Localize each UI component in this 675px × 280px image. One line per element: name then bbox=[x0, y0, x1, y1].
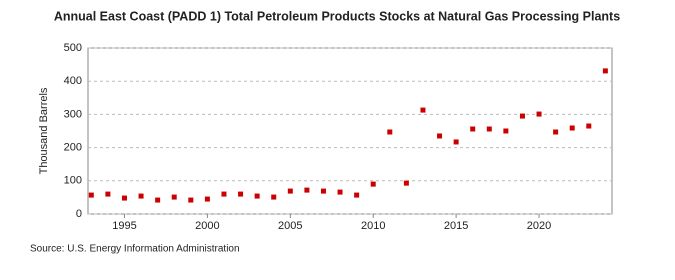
point bbox=[519, 113, 525, 119]
point bbox=[138, 193, 144, 199]
y-tick-label: 200 bbox=[64, 142, 82, 154]
y-tick-label: 500 bbox=[64, 42, 82, 54]
point bbox=[602, 68, 608, 74]
point bbox=[271, 194, 277, 200]
y-tick-label: 400 bbox=[64, 75, 82, 87]
point bbox=[553, 129, 559, 135]
point bbox=[354, 192, 360, 198]
point bbox=[188, 197, 194, 203]
point bbox=[88, 192, 94, 198]
point bbox=[453, 139, 459, 145]
point bbox=[503, 128, 509, 134]
x-tick-label: 2020 bbox=[527, 220, 551, 232]
x-tick-label: 2015 bbox=[444, 220, 468, 232]
point bbox=[387, 129, 393, 135]
y-tick-label: 0 bbox=[76, 208, 82, 220]
plot-frame bbox=[87, 47, 613, 215]
x-tick-label: 1995 bbox=[112, 220, 136, 232]
point bbox=[403, 180, 409, 186]
point bbox=[254, 193, 260, 199]
x-tick-label: 2010 bbox=[361, 220, 385, 232]
point bbox=[304, 187, 310, 193]
point bbox=[536, 111, 542, 117]
y-axis-label: Thousand Barrels bbox=[38, 87, 50, 174]
point bbox=[121, 195, 127, 201]
source: Source: U.S. Energy Information Administ… bbox=[30, 244, 240, 255]
y-tick-label: 300 bbox=[64, 108, 82, 120]
point bbox=[337, 189, 343, 195]
x-tick-label: 2000 bbox=[195, 220, 219, 232]
point bbox=[171, 194, 177, 200]
point bbox=[437, 133, 443, 139]
point bbox=[586, 123, 592, 129]
x-tick-label: 2005 bbox=[278, 220, 302, 232]
point bbox=[287, 188, 293, 194]
point bbox=[105, 191, 111, 197]
point bbox=[370, 181, 376, 187]
point bbox=[221, 191, 227, 197]
point bbox=[320, 188, 326, 194]
point bbox=[420, 107, 426, 113]
point bbox=[569, 125, 575, 131]
point bbox=[155, 197, 161, 203]
chart-title: Annual East Coast (PADD 1) Total Petrole… bbox=[54, 9, 620, 23]
point bbox=[204, 196, 210, 202]
point bbox=[486, 126, 492, 132]
point bbox=[470, 126, 476, 132]
y-tick-label: 100 bbox=[64, 175, 82, 187]
point bbox=[238, 191, 244, 197]
